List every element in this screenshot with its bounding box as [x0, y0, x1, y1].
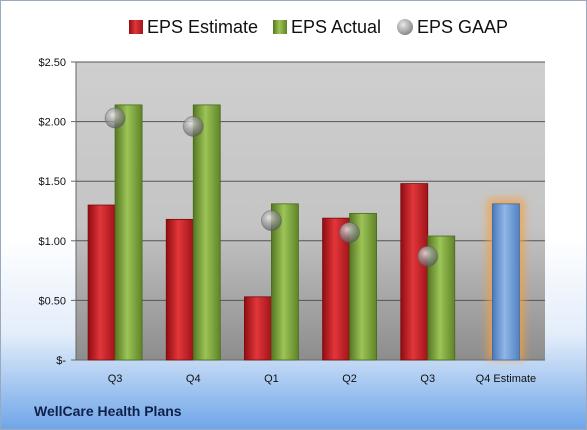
marker-eps-gaap: [260, 210, 282, 232]
y-axis-ticks: $- $0.50 $1.00 $1.50 $2.00 $2.50: [38, 57, 77, 367]
bar-eps-estimate: [400, 183, 429, 361]
bar-eps-actual: [271, 203, 299, 361]
legend-label-gaap: EPS GAAP: [417, 17, 508, 37]
x-category-label: Q4: [186, 373, 201, 385]
marker-eps-gaap: [182, 115, 204, 137]
legend-swatch-actual: [273, 20, 287, 34]
bars: [87, 104, 525, 361]
marker-eps-gaap: [339, 221, 361, 243]
bar-eps-estimate: [244, 296, 272, 361]
legend-item-actual: EPS Actual: [273, 17, 381, 37]
x-category-label: Q3: [420, 373, 435, 385]
bar-future-estimate: [492, 203, 520, 361]
marker-eps-gaap: [417, 245, 439, 267]
company-name: WellCare Health Plans: [34, 403, 182, 419]
y-tick-label: $-: [56, 355, 66, 367]
gridlines: [76, 61, 545, 361]
legend-item-estimate: EPS Estimate: [129, 17, 258, 37]
y-tick-label: $2.00: [38, 117, 66, 129]
legend-label-estimate: EPS Estimate: [147, 17, 258, 37]
x-category-label: Q2: [342, 373, 357, 385]
y-tick-label: $1.00: [38, 236, 66, 248]
legend-item-gaap: EPS GAAP: [397, 17, 508, 37]
marker-eps-gaap: [104, 107, 126, 129]
y-tick-label: $1.50: [38, 176, 66, 188]
y-tick-label: $2.50: [38, 57, 66, 69]
x-axis-labels: Q3 Q4 Q1 Q2 Q3 Q4 Estimate: [108, 373, 536, 385]
bar-eps-estimate: [87, 204, 116, 361]
x-category-label: Q4 Estimate: [476, 373, 537, 385]
y-tick-label: $0.50: [38, 295, 66, 307]
legend-swatch-estimate: [129, 20, 143, 34]
bar-eps-estimate: [165, 218, 194, 361]
legend: EPS Estimate EPS Actual EPS GAAP: [129, 17, 508, 37]
bar-eps-actual: [114, 104, 143, 361]
plot-area: [76, 62, 545, 360]
gaap-markers: [104, 107, 439, 267]
legend-swatch-gaap: [397, 19, 413, 35]
bar-eps-actual: [192, 104, 221, 361]
legend-label-actual: EPS Actual: [291, 17, 381, 37]
x-category-label: Q3: [108, 373, 123, 385]
bar-eps-estimate: [322, 217, 350, 361]
x-category-label: Q1: [264, 373, 279, 385]
